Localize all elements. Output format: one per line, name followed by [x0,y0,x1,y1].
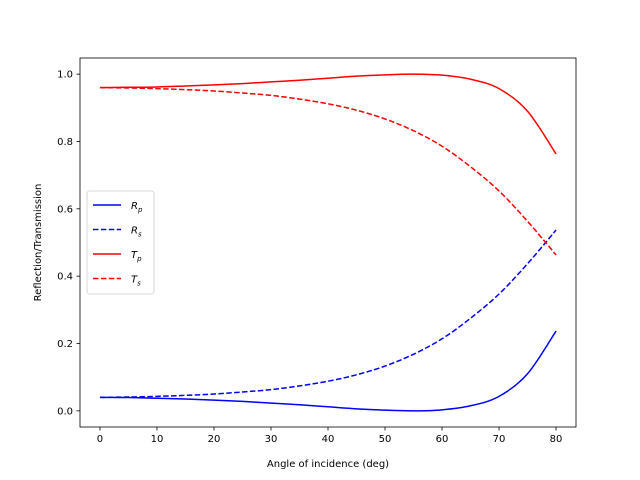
x-tick-label: 10 [151,434,164,445]
y-tick-label: 0.8 [57,137,73,148]
legend-item: Rs [93,226,142,239]
x-tick-label: 50 [379,434,392,445]
legend-item: Tp [93,250,142,263]
legend-label: Rp [131,201,143,214]
series-line-rp [99,330,557,412]
y-tick-label: 0.0 [57,406,73,417]
y-tick-label: 0.4 [57,272,73,283]
x-tick-label: 40 [322,434,335,445]
legend-item: Ts [93,275,141,288]
legend-label-subscript: p [137,206,143,214]
x-axis: 0 10 20 30 40 50 60 70 80 [97,427,563,445]
legend-label: Rs [131,226,142,239]
series-line-tp [99,73,557,155]
legend-item: Rp [93,201,143,214]
y-axis: 0.0 0.2 0.4 0.6 0.8 1.0 [57,70,80,417]
series-line-ts [99,86,557,256]
plot-area [99,73,557,412]
legend-label-subscript: s [138,231,142,239]
legend-label: Ts [131,275,141,288]
x-tick-label: 70 [493,434,506,445]
legend-label-subscript: p [136,255,142,263]
legend-label-main: R [131,226,138,237]
legend-label-subscript: s [137,280,141,288]
series-line-rs [99,229,557,399]
y-axis-label: Reflection/Transmission [33,184,44,302]
legend-label-main: R [131,201,138,212]
x-tick-label: 80 [550,434,563,445]
legend-box [86,190,155,295]
x-tick-label: 20 [208,434,221,445]
y-tick-label: 0.2 [57,339,73,350]
y-tick-label: 0.6 [57,204,73,215]
y-tick-label: 1.0 [57,70,73,81]
x-tick-label: 30 [265,434,278,445]
legend-label-main: T [131,250,138,261]
x-tick-label: 0 [97,434,103,445]
x-tick-label: 60 [436,434,449,445]
x-axis-label: Angle of incidence (deg) [267,459,389,470]
legend-label: Tp [131,250,142,263]
legend-label-main: T [131,275,138,286]
